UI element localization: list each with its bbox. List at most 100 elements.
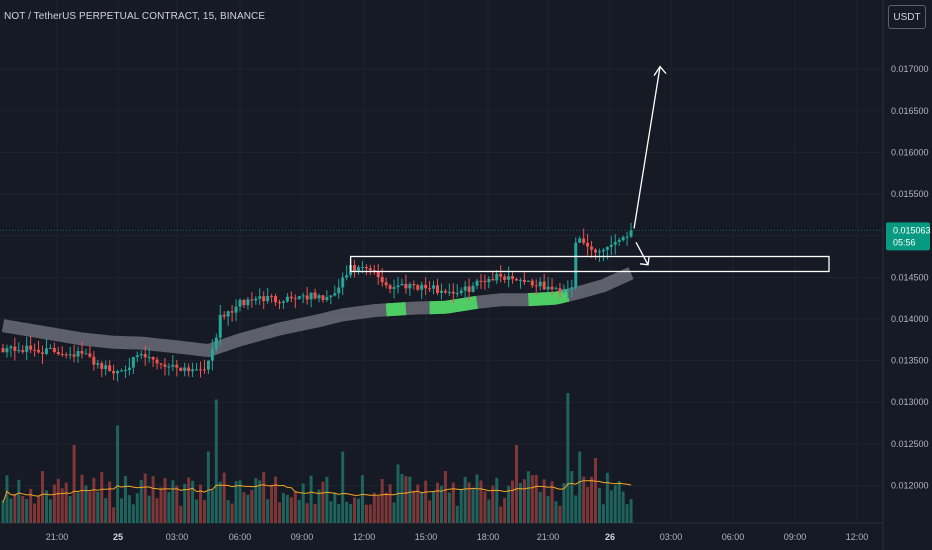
volume-bar (617, 481, 621, 523)
candle-body (601, 249, 605, 252)
volume-bar (487, 499, 491, 523)
volume-bar (333, 492, 337, 523)
volume-bar (424, 480, 428, 523)
time-axis[interactable]: 21:00 25 03:00 06:00 09:00 12:00 15:00 18:00 21:… (46, 532, 869, 542)
grid-lines (0, 0, 884, 550)
candle-body (52, 347, 56, 353)
candle-body (578, 238, 582, 243)
candle-body (380, 277, 384, 283)
candle-body (76, 351, 80, 357)
volume-bar (120, 498, 123, 523)
candle-body (313, 292, 317, 299)
candle-body (116, 371, 120, 374)
candle-body (96, 363, 100, 365)
volume-bar (574, 495, 578, 523)
candle-body (127, 367, 131, 371)
candle-body (183, 367, 187, 371)
moving-average-ribbon (1, 267, 634, 358)
volume-bar (325, 476, 329, 523)
volume-bar (459, 488, 463, 523)
volume-bar (68, 496, 72, 523)
volume-bar (582, 476, 586, 523)
volume-bar (601, 504, 605, 523)
volume-bar (5, 475, 9, 523)
candle-body (542, 281, 546, 290)
candle-body (187, 367, 191, 372)
volume-bar (60, 488, 64, 523)
volume-bar (447, 492, 451, 523)
candle-body (17, 350, 21, 352)
candle-body (88, 353, 92, 357)
volume-bar (226, 500, 230, 523)
candle-body (195, 369, 199, 371)
candle-body (507, 276, 511, 280)
candle-body (372, 270, 376, 272)
candle-body (487, 278, 491, 283)
volume-bar (420, 491, 424, 523)
volume-bar (80, 474, 84, 523)
candle-body (179, 367, 183, 371)
candle-body (396, 285, 400, 288)
candle-body (333, 293, 337, 296)
volume-bar (230, 503, 234, 523)
volume-bar (479, 480, 483, 523)
candle-body (254, 298, 258, 301)
volume-bar (388, 484, 392, 523)
volume-bar (33, 503, 37, 523)
candle-body (499, 273, 503, 277)
candle-body (206, 360, 210, 370)
candle-body (33, 349, 37, 351)
volume-bar (392, 502, 396, 523)
volume-bar (360, 475, 364, 523)
candle-body (321, 295, 325, 300)
candle-body (159, 363, 163, 365)
volume-bar (92, 477, 96, 523)
volume-bar (84, 485, 88, 523)
price-tick-label: 0.013500 (891, 356, 929, 366)
candle-body (242, 299, 246, 306)
candle-body (135, 355, 139, 358)
arrow-up-head (653, 65, 667, 76)
volume-bar (515, 445, 518, 523)
candle-body (44, 348, 48, 354)
candle-body (29, 345, 33, 350)
volume-bar (123, 475, 127, 523)
price-axis[interactable]: 0.0170000.0165000.0160000.0155000.015000… (891, 64, 929, 490)
time-tick-label: 25 (113, 532, 123, 542)
volume-bar (25, 499, 29, 523)
candle-body (451, 291, 455, 294)
candle-body (483, 280, 487, 283)
symbol-title[interactable]: NOT / TetherUS PERPETUAL CONTRACT, 15, B… (4, 11, 266, 22)
candle-body (1, 348, 5, 353)
candle-body (392, 287, 396, 289)
volume-bar (29, 488, 33, 523)
candle-body (538, 281, 542, 287)
volume-bar (301, 483, 305, 523)
candle-body (432, 285, 436, 289)
volume-bar (566, 393, 570, 523)
candle-body (420, 284, 424, 290)
volume-bar (21, 495, 25, 523)
candle-body (471, 285, 475, 292)
volume-bar (364, 504, 368, 523)
drawing-annotations[interactable] (349, 65, 830, 273)
candle-body (511, 276, 515, 280)
currency-unit-button[interactable]: USDT (888, 5, 926, 29)
volume-bar (37, 496, 41, 523)
candle-body (13, 346, 17, 351)
volume-bar (48, 499, 52, 523)
candle-body (72, 354, 76, 357)
volume-bar (139, 479, 143, 523)
candle-body (515, 279, 518, 281)
candle-body (120, 370, 123, 372)
volume-bar (167, 492, 171, 523)
candle-body (609, 244, 613, 248)
candle-body (281, 301, 285, 303)
last-price-value: 0.015063 (893, 225, 931, 235)
volume-bar (503, 497, 507, 523)
volume-bar (625, 504, 629, 523)
candle-body (341, 277, 345, 288)
volume-bar (605, 472, 609, 523)
